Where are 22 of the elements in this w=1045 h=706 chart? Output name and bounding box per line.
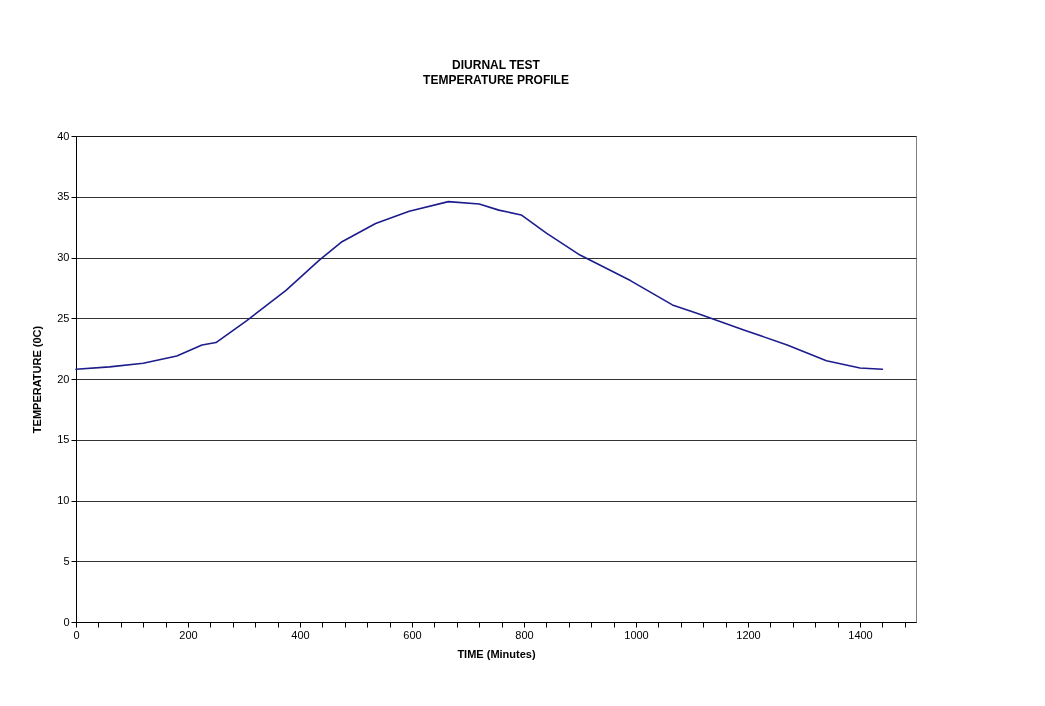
x-tick-label: 600: [403, 628, 422, 641]
x-tick-label: 200: [179, 628, 198, 641]
y-tick-label: 35: [57, 190, 70, 203]
y-tick-label: 10: [57, 494, 70, 506]
y-tick-label: 25: [57, 311, 70, 324]
x-tick-label: 800: [515, 628, 534, 641]
x-tick-label: 0: [73, 628, 80, 641]
chart-subtitle: TEMPERATURE PROFILE: [423, 73, 569, 87]
y-tick-label: 5: [63, 554, 70, 567]
x-tick-label: 1000: [624, 628, 649, 641]
y-tick-label: 0: [63, 615, 70, 628]
y-tick-label: 15: [57, 433, 70, 446]
y-axis-title: TEMPERATURE (0C): [31, 325, 44, 434]
y-tick-label: 40: [57, 129, 70, 142]
chart-title: DIURNAL TEST: [452, 58, 541, 72]
y-tick-label: 30: [57, 251, 70, 263]
x-axis-title: TIME (Minutes): [457, 647, 536, 660]
y-tick-label: 20: [57, 372, 70, 385]
x-tick-label: 1400: [848, 628, 873, 641]
x-tick-label: 400: [291, 628, 310, 641]
x-tick-label: 1200: [736, 628, 761, 641]
line-series: [75, 200, 884, 371]
